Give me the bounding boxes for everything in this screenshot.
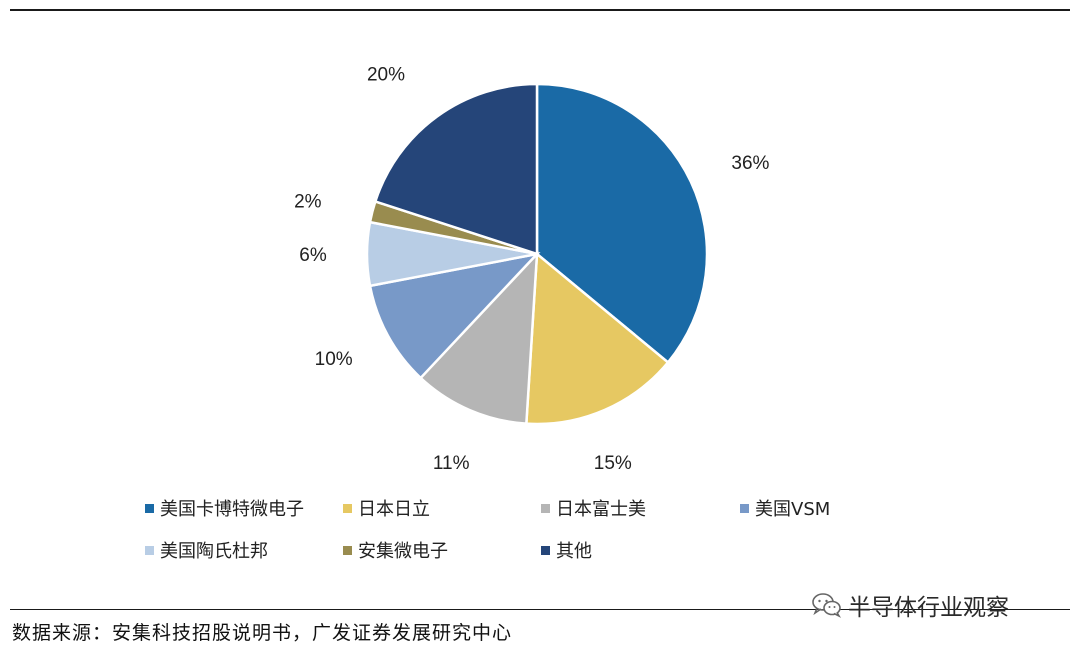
legend-label: 安集微电子 xyxy=(358,541,448,562)
legend-label: 其他 xyxy=(556,541,592,562)
legend-label: 日本日立 xyxy=(358,499,430,520)
legend-swatch xyxy=(541,545,550,555)
legend-label: 美国VSM xyxy=(755,499,831,520)
source-note: 数据来源：安集科技招股说明书，广发证券发展研究中心 xyxy=(12,622,513,644)
legend-item: 其他 xyxy=(541,537,592,563)
legend-item: 美国陶氏杜邦 xyxy=(145,537,268,563)
pie-slice xyxy=(373,82,539,256)
legend-label: 美国陶氏杜邦 xyxy=(160,541,268,562)
legend-swatch xyxy=(145,503,154,513)
watermark: 半导体行业观察 xyxy=(812,588,1009,622)
pie-slice xyxy=(368,252,541,380)
legend-label: 日本富士美 xyxy=(556,499,646,520)
pie-chart: 36% 15% 11% 10% 6% 2% 20% xyxy=(294,64,769,470)
legend-item: 日本富士美 xyxy=(541,495,646,521)
legend-item: 日本日立 xyxy=(343,495,430,521)
slice-percent-label: 36% xyxy=(731,153,769,174)
slice-percent-label: 15% xyxy=(594,453,632,470)
legend-label: 美国卡博特微电子 xyxy=(160,499,304,520)
watermark-text: 半导体行业观察 xyxy=(848,595,1009,621)
wechat-icon xyxy=(812,593,842,618)
legend-swatch xyxy=(343,503,352,513)
slice-percent-label: 2% xyxy=(294,191,322,212)
legend-swatch xyxy=(541,503,550,513)
pie-slice xyxy=(418,250,539,425)
top-rule xyxy=(10,9,1070,11)
legend-swatch xyxy=(343,545,352,555)
slice-percent-label: 20% xyxy=(367,64,405,85)
bottom-rule xyxy=(10,609,1070,610)
legend-item: 美国VSM xyxy=(740,495,830,521)
legend-item: 美国卡博特微电子 xyxy=(145,495,304,521)
legend-swatch xyxy=(740,503,749,513)
pie-slice xyxy=(525,251,670,426)
slice-percent-label: 10% xyxy=(315,349,353,370)
slice-percent-label: 6% xyxy=(299,245,327,266)
slice-percent-label: 11% xyxy=(433,453,470,470)
legend-swatch xyxy=(145,545,154,555)
pie-slice xyxy=(535,82,709,365)
legend-item: 安集微电子 xyxy=(343,537,448,563)
